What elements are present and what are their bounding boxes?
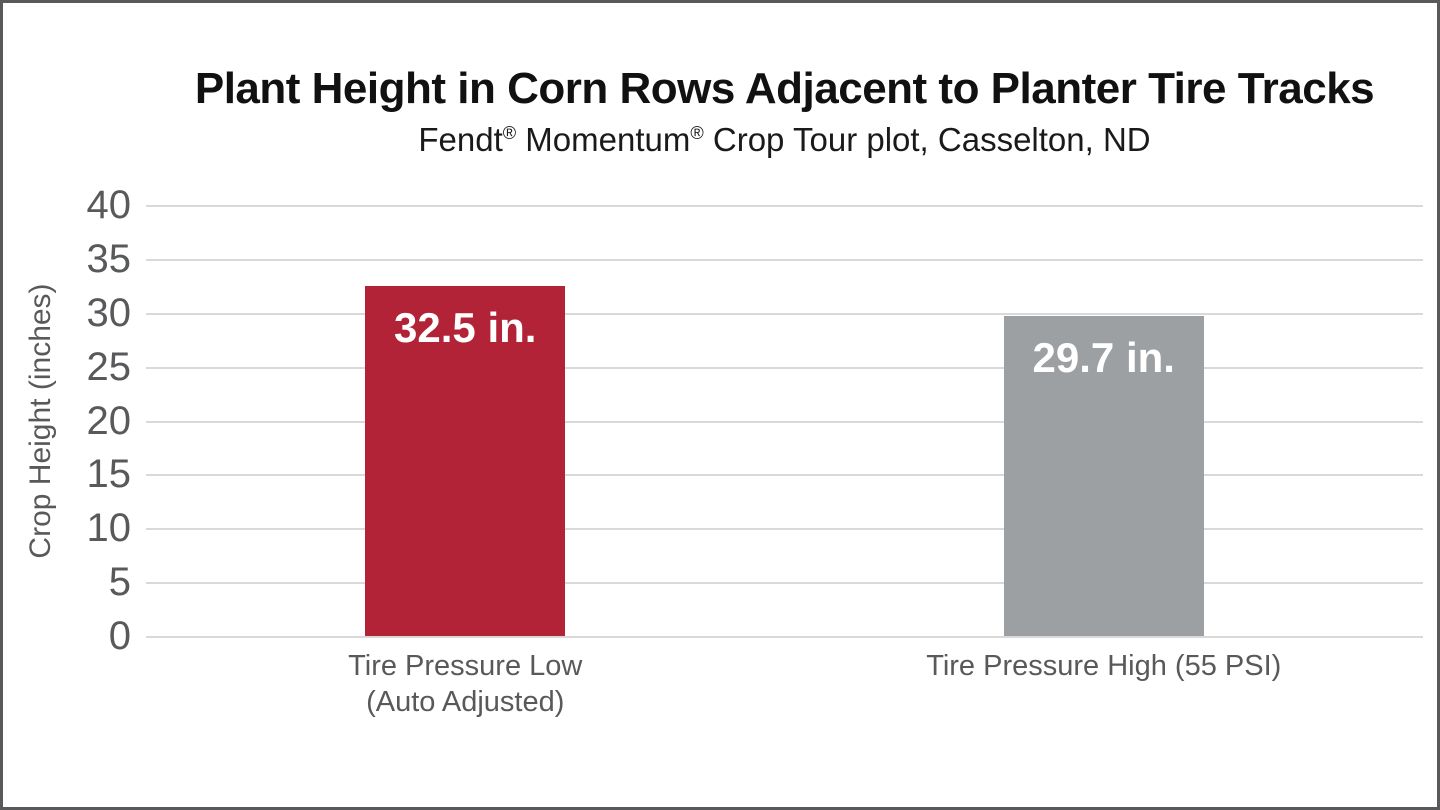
x-category-label-1: Tire Pressure High (55 PSI)	[926, 650, 1282, 682]
y-tick-label-5: 5	[108, 560, 131, 605]
gridline-y-35	[146, 258, 1423, 261]
bar-1: 29.7 in.	[1003, 315, 1204, 636]
y-tick-label-35: 35	[86, 236, 132, 281]
gridline-y-15	[146, 474, 1423, 477]
y-tick-label-20: 20	[86, 398, 132, 443]
title-block: Plant Height in Corn Rows Adjacent to Pl…	[146, 64, 1423, 159]
chart-title: Plant Height in Corn Rows Adjacent to Pl…	[194, 64, 1375, 113]
gridline-y-5	[146, 582, 1423, 585]
gridline-y-30	[146, 312, 1423, 315]
chart-subtitle: Fendt® Momentum® Crop Tour plot, Casselt…	[418, 121, 1151, 159]
bar-0: 32.5 in.	[365, 285, 566, 636]
gridline-y-0	[146, 636, 1423, 638]
y-tick-label-40: 40	[86, 183, 132, 227]
bar-value-label-0: 32.5 in.	[394, 303, 537, 351]
plot-area: Crop Height (inches) 0 5 10 15 20 25 30 35 40 32.…	[24, 185, 1423, 718]
y-tick-label-15: 15	[86, 452, 132, 497]
gridline-y-25	[146, 366, 1423, 369]
gridline-y-10	[146, 528, 1423, 531]
y-tick-label-30: 30	[86, 290, 132, 335]
gridline-y-20	[146, 420, 1423, 423]
y-tick-label-0: 0	[108, 614, 131, 658]
gridline-y-40	[146, 205, 1423, 207]
x-category-label-0: Tire Pressure Low (Auto Adjusted)	[348, 650, 583, 719]
bar-value-label-1: 29.7 in.	[1032, 333, 1175, 381]
y-tick-label-10: 10	[86, 506, 132, 551]
y-tick-label-25: 25	[86, 344, 132, 389]
